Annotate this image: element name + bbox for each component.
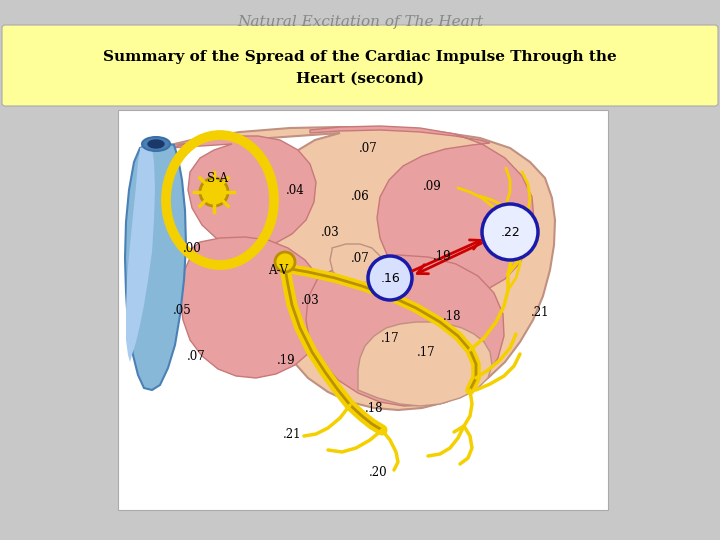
Ellipse shape — [142, 137, 170, 151]
Text: .06: .06 — [351, 190, 369, 202]
Text: .18: .18 — [443, 309, 462, 322]
Polygon shape — [170, 136, 316, 248]
Polygon shape — [358, 322, 492, 406]
Text: .19: .19 — [276, 354, 295, 367]
FancyBboxPatch shape — [2, 25, 718, 106]
Circle shape — [200, 178, 228, 206]
Text: .20: .20 — [369, 465, 387, 478]
Text: .18: .18 — [365, 402, 383, 415]
Text: .22: .22 — [500, 226, 520, 239]
Text: .05: .05 — [173, 303, 192, 316]
Text: .21: .21 — [531, 306, 549, 319]
Text: Natural Excitation of The Heart: Natural Excitation of The Heart — [237, 15, 483, 29]
Polygon shape — [306, 255, 504, 406]
Text: .03: .03 — [301, 294, 320, 307]
Circle shape — [368, 256, 412, 300]
Text: .09: .09 — [423, 179, 441, 192]
Text: A-V: A-V — [268, 264, 288, 276]
Polygon shape — [310, 126, 534, 295]
Text: .19: .19 — [433, 249, 451, 262]
Text: Summary of the Spread of the Cardiac Impulse Through the: Summary of the Spread of the Cardiac Imp… — [103, 50, 617, 64]
Polygon shape — [180, 237, 326, 378]
Ellipse shape — [148, 140, 164, 148]
Text: .07: .07 — [186, 349, 205, 362]
Text: S-A: S-A — [207, 172, 228, 185]
Text: .17: .17 — [381, 332, 400, 345]
Text: .16: .16 — [380, 272, 400, 285]
Text: .17: .17 — [417, 346, 436, 359]
Polygon shape — [330, 244, 382, 284]
Polygon shape — [170, 127, 555, 410]
Text: .21: .21 — [283, 428, 301, 441]
Polygon shape — [125, 143, 186, 390]
Circle shape — [275, 252, 295, 272]
Text: Heart (second): Heart (second) — [296, 72, 424, 86]
Text: .07: .07 — [359, 141, 377, 154]
Text: .04: .04 — [286, 184, 305, 197]
Text: .00: .00 — [183, 241, 202, 254]
Text: .07: .07 — [351, 252, 369, 265]
Bar — [118, 110, 608, 510]
Text: .03: .03 — [320, 226, 339, 239]
Circle shape — [482, 204, 538, 260]
Polygon shape — [126, 146, 155, 362]
